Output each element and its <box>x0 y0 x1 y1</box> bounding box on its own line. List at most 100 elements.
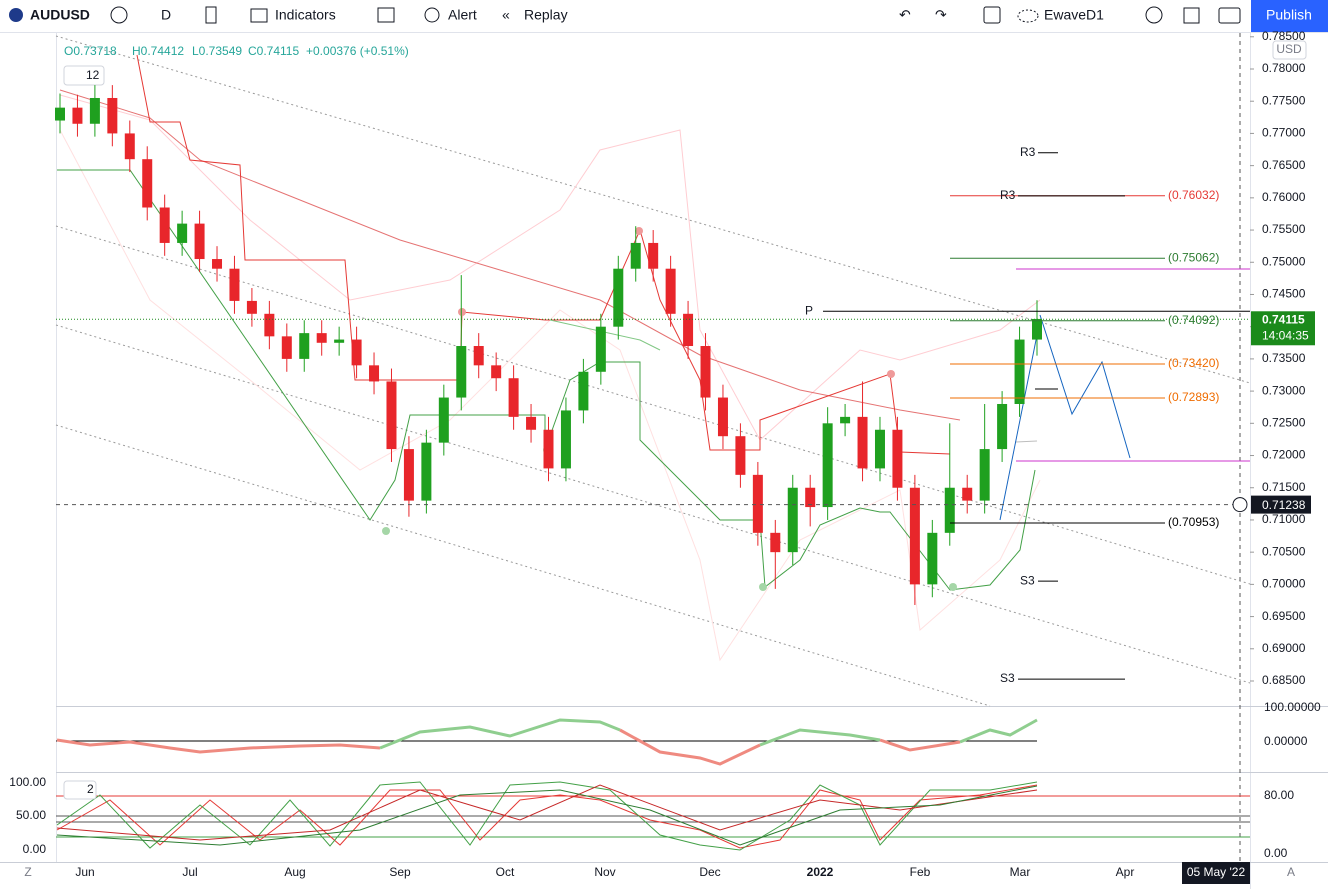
y-tick-label: 0.73000 <box>1262 383 1306 397</box>
crosshair-plus <box>1232 497 1248 513</box>
select-tool[interactable] <box>983 6 1001 24</box>
publish-button[interactable]: Publish <box>1266 7 1312 23</box>
fib-label: (0.73420) <box>1168 356 1219 370</box>
pane-toggle[interactable] <box>63 780 97 800</box>
candle-body <box>194 223 205 260</box>
candle-body <box>369 365 380 382</box>
candle-body <box>717 397 728 437</box>
x-tick-label: Apr <box>1116 865 1135 879</box>
oscillator-1 <box>56 718 1038 766</box>
alert-button[interactable]: Alert <box>448 7 477 23</box>
replay-icon: « <box>502 7 510 23</box>
candle-body <box>787 487 798 553</box>
candle-body <box>560 410 571 469</box>
candle-body <box>403 449 414 501</box>
candle-body <box>299 333 310 359</box>
chart-type[interactable] <box>205 6 217 24</box>
ohlc-close: C0.74115 <box>248 44 299 58</box>
fib-label: (0.75062) <box>1168 250 1219 264</box>
candle-body <box>822 423 833 508</box>
candle-body <box>229 268 240 301</box>
y-tick-label: 0.69500 <box>1262 609 1306 623</box>
candle-body <box>997 403 1008 450</box>
cloud-icon <box>1017 9 1039 23</box>
candle-body <box>944 487 955 533</box>
indicator-overlays <box>57 54 1041 662</box>
candle-body <box>630 242 641 269</box>
candle-body <box>770 532 781 553</box>
y-tick-label: 0.72500 <box>1262 415 1306 429</box>
x-tick-label: Dec <box>699 865 720 879</box>
add-symbol[interactable] <box>110 6 128 24</box>
x-tick-label: Nov <box>594 865 615 879</box>
candle-body <box>595 326 606 372</box>
candle-body <box>752 474 763 533</box>
x-tick-label: Sep <box>389 865 411 879</box>
pane2-left-tick: 100.00 <box>9 775 46 789</box>
candle-body <box>1032 318 1042 340</box>
templates[interactable] <box>377 7 395 23</box>
footer-z[interactable]: Z <box>24 865 31 879</box>
symbol-flag <box>9 8 23 22</box>
replay-button[interactable]: Replay <box>524 7 568 23</box>
candle-body <box>281 336 292 359</box>
candle-body <box>491 365 502 379</box>
candle-body <box>613 268 624 327</box>
publish-bg[interactable] <box>1251 0 1328 32</box>
y-tick-label: 0.74500 <box>1262 287 1306 301</box>
alert-icon <box>424 7 440 23</box>
signal-dot <box>949 583 957 591</box>
indicator-toggle[interactable] <box>63 65 105 86</box>
candle-body <box>683 313 694 347</box>
x-tick-label: 2022 <box>807 865 834 879</box>
currency-box[interactable] <box>1272 40 1307 60</box>
footer-a[interactable]: A <box>1287 865 1295 879</box>
fullscreen[interactable] <box>1183 7 1200 24</box>
snapshot[interactable] <box>1218 7 1241 24</box>
pivot-label: R3 <box>1000 188 1016 202</box>
y-tick-label: 0.75500 <box>1262 222 1306 236</box>
candle-body <box>508 378 519 417</box>
y-tick-label: 0.72000 <box>1262 448 1306 462</box>
channel <box>55 35 1251 707</box>
pivot-label: S3 <box>1000 671 1015 685</box>
candle-body <box>962 487 973 501</box>
candle-body <box>438 397 449 443</box>
signal-dot <box>887 370 895 378</box>
interval[interactable]: D <box>161 7 171 23</box>
candle-body <box>316 333 327 343</box>
x-tick-label: Feb <box>910 865 931 879</box>
symbol[interactable]: AUDUSD <box>30 7 90 23</box>
ohlc-low: L0.73549 <box>192 44 242 58</box>
layout-name[interactable]: EwaveD1 <box>1044 7 1104 23</box>
indicators-button[interactable]: Indicators <box>275 7 336 23</box>
settings[interactable] <box>1145 6 1163 24</box>
candle-body <box>246 300 257 314</box>
candle-body <box>892 429 903 488</box>
y-tick-label: 0.71500 <box>1262 480 1306 494</box>
candle-body <box>700 346 711 398</box>
candle-body <box>159 207 170 243</box>
candle-body <box>857 416 868 469</box>
y-tick-label: 0.69000 <box>1262 641 1306 655</box>
fib-label: (0.76032) <box>1168 188 1219 202</box>
signal-dot <box>635 227 643 235</box>
y-tick-label: 0.78000 <box>1262 61 1306 75</box>
pane2-count: 2 <box>87 782 94 796</box>
redo[interactable]: ↷ <box>935 7 947 23</box>
undo[interactable]: ↶ <box>899 7 911 23</box>
candle-body <box>177 223 188 243</box>
pivot-label: R3 <box>1020 145 1036 159</box>
y-tick-label: 0.76500 <box>1262 158 1306 172</box>
candle-body <box>473 346 484 366</box>
candle-body <box>909 487 920 585</box>
pane2-left-tick: 50.00 <box>16 808 46 822</box>
last-price: 0.74115 <box>1262 312 1305 326</box>
y-tick-label: 0.76000 <box>1262 190 1306 204</box>
crosshair-badge <box>1251 495 1311 514</box>
candle-body <box>72 107 83 124</box>
candle-body <box>526 416 537 430</box>
candle-body <box>840 416 851 424</box>
crosshair-date: 05 May '22 <box>1187 865 1246 879</box>
